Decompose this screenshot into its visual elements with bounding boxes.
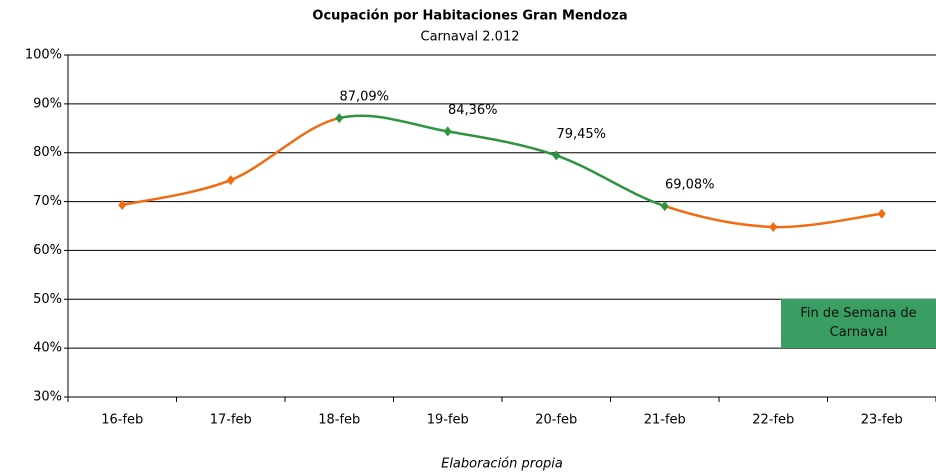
x-tick-label: 18-feb — [318, 413, 360, 428]
y-tick-label: 90% — [33, 96, 62, 111]
y-tick-label: 70% — [33, 194, 62, 209]
marker — [769, 221, 778, 232]
chart-title: Ocupación por Habitaciones Gran Mendoza — [312, 9, 627, 24]
marker — [443, 126, 452, 137]
data-label: 87,09% — [339, 90, 389, 105]
line — [121, 116, 340, 207]
data-label: 84,36% — [448, 103, 498, 118]
x-tick-label: 23-feb — [861, 413, 903, 428]
x-tick-label: 17-feb — [210, 413, 252, 428]
y-tick-label: 30% — [33, 390, 62, 405]
x-tick-label: 16-feb — [101, 413, 143, 428]
marker — [660, 201, 669, 212]
chart-subtitle: Carnaval 2.012 — [421, 30, 520, 45]
marker — [552, 150, 561, 161]
y-tick-label: 40% — [33, 341, 62, 356]
y-tick-label: 80% — [33, 145, 62, 160]
x-tick-label: 19-feb — [427, 413, 469, 428]
data-label: 69,08% — [665, 178, 715, 193]
marker — [877, 208, 886, 219]
y-tick-label: 60% — [33, 243, 62, 258]
y-tick-label: 50% — [33, 292, 62, 307]
marker — [118, 199, 127, 210]
footer: Elaboración propia — [441, 457, 563, 472]
x-tick-label: 22-feb — [752, 413, 794, 428]
annotation: Fin de Semana de Carnaval — [781, 299, 936, 348]
x-tick-label: 21-feb — [644, 413, 686, 428]
y-tick-label: 100% — [25, 48, 62, 63]
line — [338, 114, 666, 208]
data-label: 79,45% — [556, 127, 606, 142]
x-tick-label: 20-feb — [535, 413, 577, 428]
marker — [335, 113, 344, 124]
marker — [226, 175, 235, 186]
